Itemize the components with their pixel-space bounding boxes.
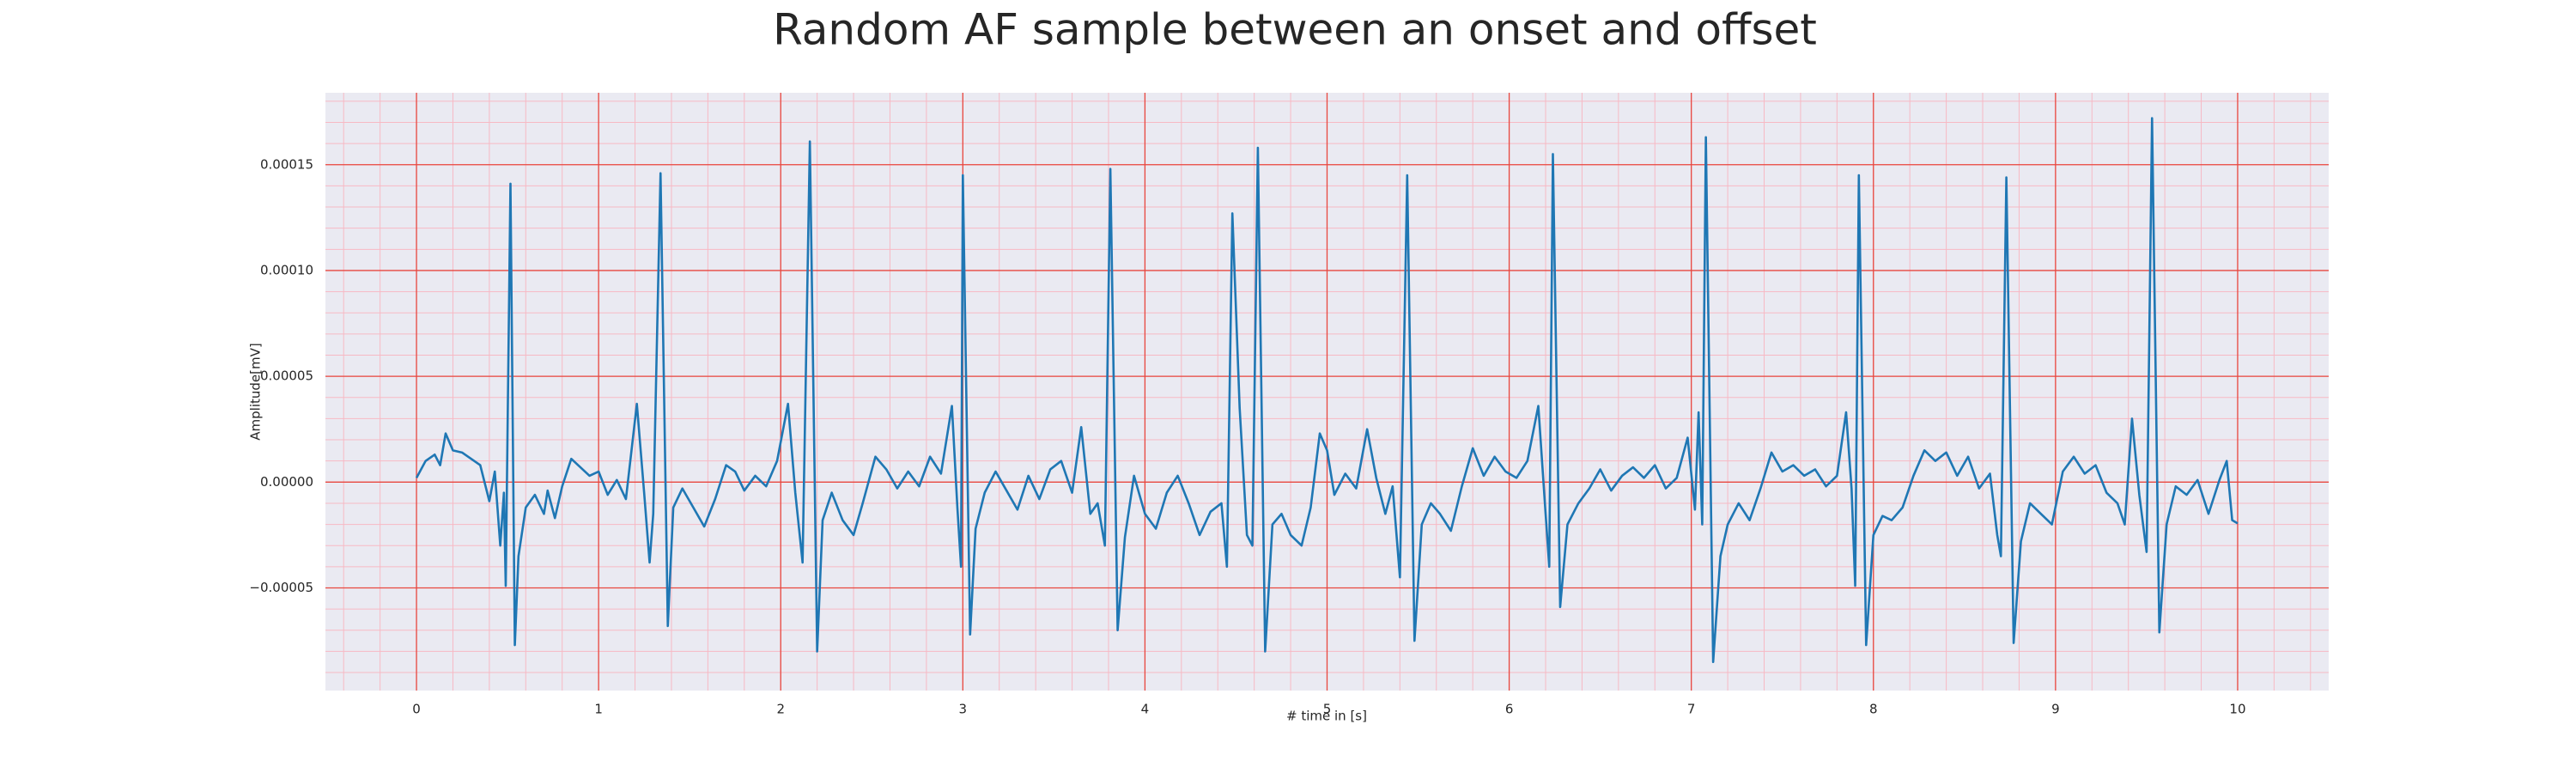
x-tick-label: 1 <box>594 702 603 717</box>
y-axis-label: Amplitude[mV] <box>248 343 264 440</box>
x-tick-label: 0 <box>412 702 421 717</box>
y-tick-label: 0.00005 <box>260 368 313 384</box>
y-tick-label: 0.00010 <box>260 262 313 277</box>
x-tick-label: 2 <box>776 702 785 717</box>
chart-title: Random AF sample between an onset and of… <box>773 5 1817 55</box>
x-tick-label: 8 <box>1869 702 1878 717</box>
y-tick-label: −0.00005 <box>249 580 313 595</box>
x-tick-label: 6 <box>1505 702 1514 717</box>
x-tick-label: 4 <box>1141 702 1150 717</box>
x-tick-label: 3 <box>959 702 968 717</box>
y-tick-label: 0.00015 <box>260 156 313 172</box>
signal-line <box>415 117 2239 664</box>
x-tick-label: 9 <box>2051 702 2060 717</box>
x-tick-label: 7 <box>1687 702 1696 717</box>
x-tick-label: 5 <box>1323 702 1332 717</box>
x-tick-label: 10 <box>2229 702 2245 717</box>
y-tick-label: 0.00000 <box>260 474 313 490</box>
x-axis-label: # time in [s] <box>1286 709 1367 724</box>
